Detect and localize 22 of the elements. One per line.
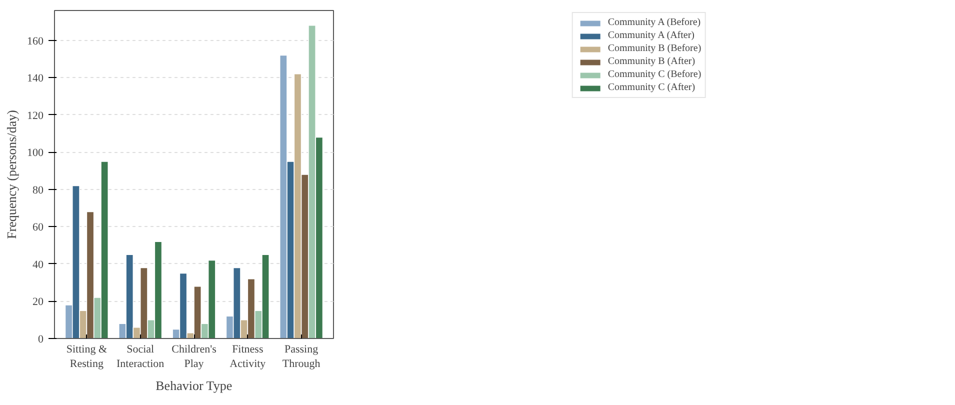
legend-label: Community B (After) [608, 56, 696, 67]
x-tick-label: Children's Play [172, 344, 216, 370]
legend-label: Community B (Before) [608, 43, 702, 54]
legend-label: Community A (After) [608, 30, 695, 41]
x-tick-label: Passing Through [282, 344, 321, 370]
y-tick-label: 120 [27, 110, 44, 122]
y-tick-label: 20 [32, 296, 44, 308]
x-tick-label: Fitness Activity [230, 344, 266, 370]
legend-label: Community C (Before) [608, 69, 702, 80]
y-tick-label: 60 [32, 222, 44, 234]
x-tick-label: Social Interaction [116, 344, 165, 370]
y-tick-label: 140 [27, 72, 44, 85]
x-axis-title: Behavior Type [156, 378, 232, 393]
y-tick-label: 0 [38, 334, 44, 346]
x-tick-label: Sitting & Resting [66, 344, 108, 370]
y-axis-title: Frequency (persons/day) [4, 110, 19, 239]
legend-label: Community A (Before) [608, 17, 701, 28]
y-tick-label: 40 [32, 258, 44, 271]
y-tick-label: 80 [32, 184, 44, 196]
legend-label: Community C (After) [608, 82, 696, 93]
y-tick-label: 100 [27, 147, 44, 160]
y-tick-label: 160 [27, 35, 44, 48]
